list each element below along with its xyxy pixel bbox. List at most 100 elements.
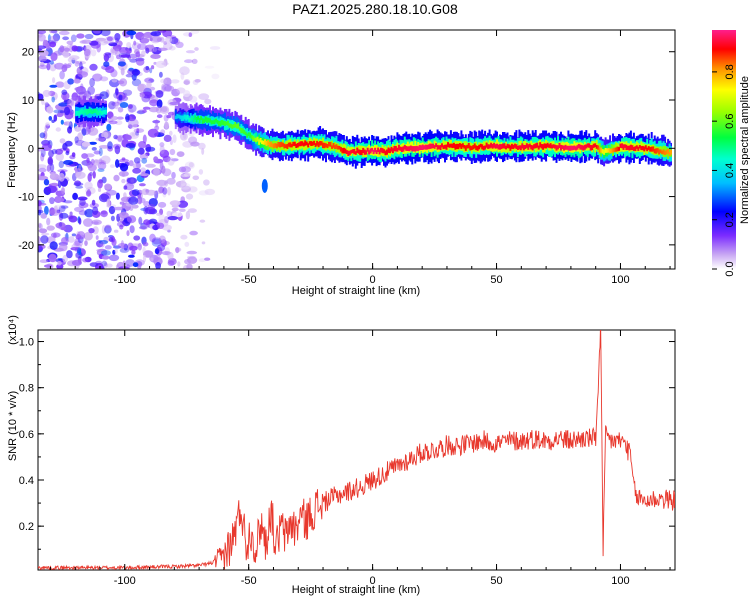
ridge-cell bbox=[383, 149, 385, 154]
noise-cell bbox=[38, 222, 42, 229]
noise-cell bbox=[60, 205, 69, 209]
ridge-cell bbox=[546, 142, 549, 148]
noise-cell bbox=[83, 48, 91, 57]
ridge-cell bbox=[658, 149, 661, 155]
noise-cell bbox=[153, 167, 160, 177]
noise-cell bbox=[82, 257, 89, 263]
noise-cell bbox=[89, 63, 98, 71]
noise-cell bbox=[169, 130, 173, 136]
noise-cell bbox=[131, 69, 141, 76]
noise-cell bbox=[81, 153, 88, 159]
noise-cell bbox=[129, 225, 135, 234]
ridge-cell bbox=[391, 148, 394, 154]
ridge-cell bbox=[554, 144, 556, 149]
noise-cell bbox=[71, 233, 77, 237]
ridge-cell bbox=[439, 145, 442, 150]
noise-cell bbox=[53, 114, 58, 122]
ridge-cell bbox=[647, 146, 650, 150]
noise-cell bbox=[114, 248, 119, 254]
noise-cell bbox=[156, 99, 163, 109]
ridge-cell bbox=[487, 144, 490, 149]
noise-cell bbox=[63, 121, 72, 126]
noise-cell bbox=[128, 124, 133, 129]
ridge-cell bbox=[583, 144, 586, 150]
noise-cell bbox=[128, 196, 139, 205]
ridge-cell bbox=[427, 144, 430, 150]
noise-cell bbox=[114, 103, 119, 110]
noise-cell bbox=[122, 89, 133, 96]
noise-cell bbox=[123, 192, 127, 199]
noise-cell bbox=[156, 37, 162, 42]
noise-cell bbox=[160, 78, 168, 84]
ridge-cell bbox=[371, 147, 374, 152]
noise-cell bbox=[137, 147, 145, 155]
ridge-cell bbox=[275, 143, 278, 149]
noise-cell bbox=[75, 171, 86, 179]
noise-cell bbox=[111, 49, 116, 54]
noise-cell bbox=[121, 178, 126, 184]
noise-cell bbox=[98, 145, 110, 149]
ridge-cell bbox=[601, 149, 604, 154]
noise-cell bbox=[152, 120, 161, 124]
noise-cell bbox=[142, 254, 147, 263]
noise-cell bbox=[136, 128, 140, 133]
ridge-cell bbox=[600, 147, 603, 153]
noise-cell bbox=[126, 30, 137, 36]
ridge-cell bbox=[622, 144, 625, 150]
ridge-cell bbox=[597, 145, 600, 150]
noise-cell bbox=[56, 112, 64, 118]
ridge-cell bbox=[201, 118, 204, 124]
noise-cell bbox=[98, 158, 103, 165]
ridge-cell bbox=[81, 108, 84, 114]
noise-cell bbox=[83, 218, 93, 227]
noise-cell bbox=[126, 215, 137, 224]
ridge-cell bbox=[307, 143, 310, 148]
noise-cell bbox=[115, 192, 120, 200]
ridge-cell bbox=[191, 115, 194, 120]
noise-cell bbox=[137, 242, 142, 251]
noise-cell bbox=[186, 263, 193, 269]
noise-cell bbox=[51, 96, 55, 103]
noise-cell bbox=[44, 102, 50, 108]
noise-cell bbox=[157, 47, 168, 51]
noise-cell bbox=[107, 141, 113, 150]
noise-cell bbox=[118, 158, 130, 163]
ridge-cell bbox=[220, 120, 223, 125]
noise-cell bbox=[111, 116, 119, 121]
ridge-cell bbox=[463, 145, 466, 149]
ridge-cell bbox=[615, 142, 617, 153]
noise-cell bbox=[63, 200, 73, 204]
ridge-cell bbox=[394, 145, 397, 152]
ridge-cell bbox=[409, 145, 412, 151]
noise-cell bbox=[71, 259, 82, 266]
bottom-x-axis-label: Height of straight line (km) bbox=[292, 584, 420, 596]
noise-cell bbox=[66, 40, 74, 45]
top-y-axis-label: Frequency (Hz) bbox=[6, 112, 18, 188]
noise-cell bbox=[60, 119, 64, 125]
ridge-cell bbox=[609, 148, 612, 154]
noise-cell bbox=[44, 205, 49, 215]
ridge-cell bbox=[634, 146, 637, 152]
ridge-cell bbox=[444, 144, 446, 149]
noise-cell bbox=[67, 78, 75, 85]
noise-cell bbox=[117, 106, 124, 113]
ridge-cell bbox=[610, 148, 613, 154]
ridge-cell bbox=[455, 143, 458, 149]
figure-title: PAZ1.2025.280.18.10.G08 bbox=[292, 1, 458, 17]
noise-cell bbox=[155, 60, 167, 69]
noise-cell bbox=[39, 61, 45, 67]
noise-cell bbox=[181, 166, 191, 173]
noise-cell bbox=[123, 134, 132, 140]
ridge-cell bbox=[225, 121, 228, 126]
noise-cell bbox=[132, 167, 142, 174]
noise-cell bbox=[159, 145, 165, 155]
noise-cell bbox=[176, 151, 185, 158]
noise-cell bbox=[78, 164, 82, 171]
colorbar-ticks: 0.0 0.2 0.4 0.6 0.8 bbox=[712, 64, 736, 277]
noise-cell bbox=[167, 251, 174, 260]
ridge-cell bbox=[289, 142, 292, 148]
noise-cell bbox=[169, 46, 176, 51]
top-x-tick-label: 50 bbox=[490, 274, 502, 286]
ridge-cell bbox=[506, 143, 509, 149]
noise-cell bbox=[118, 170, 129, 177]
